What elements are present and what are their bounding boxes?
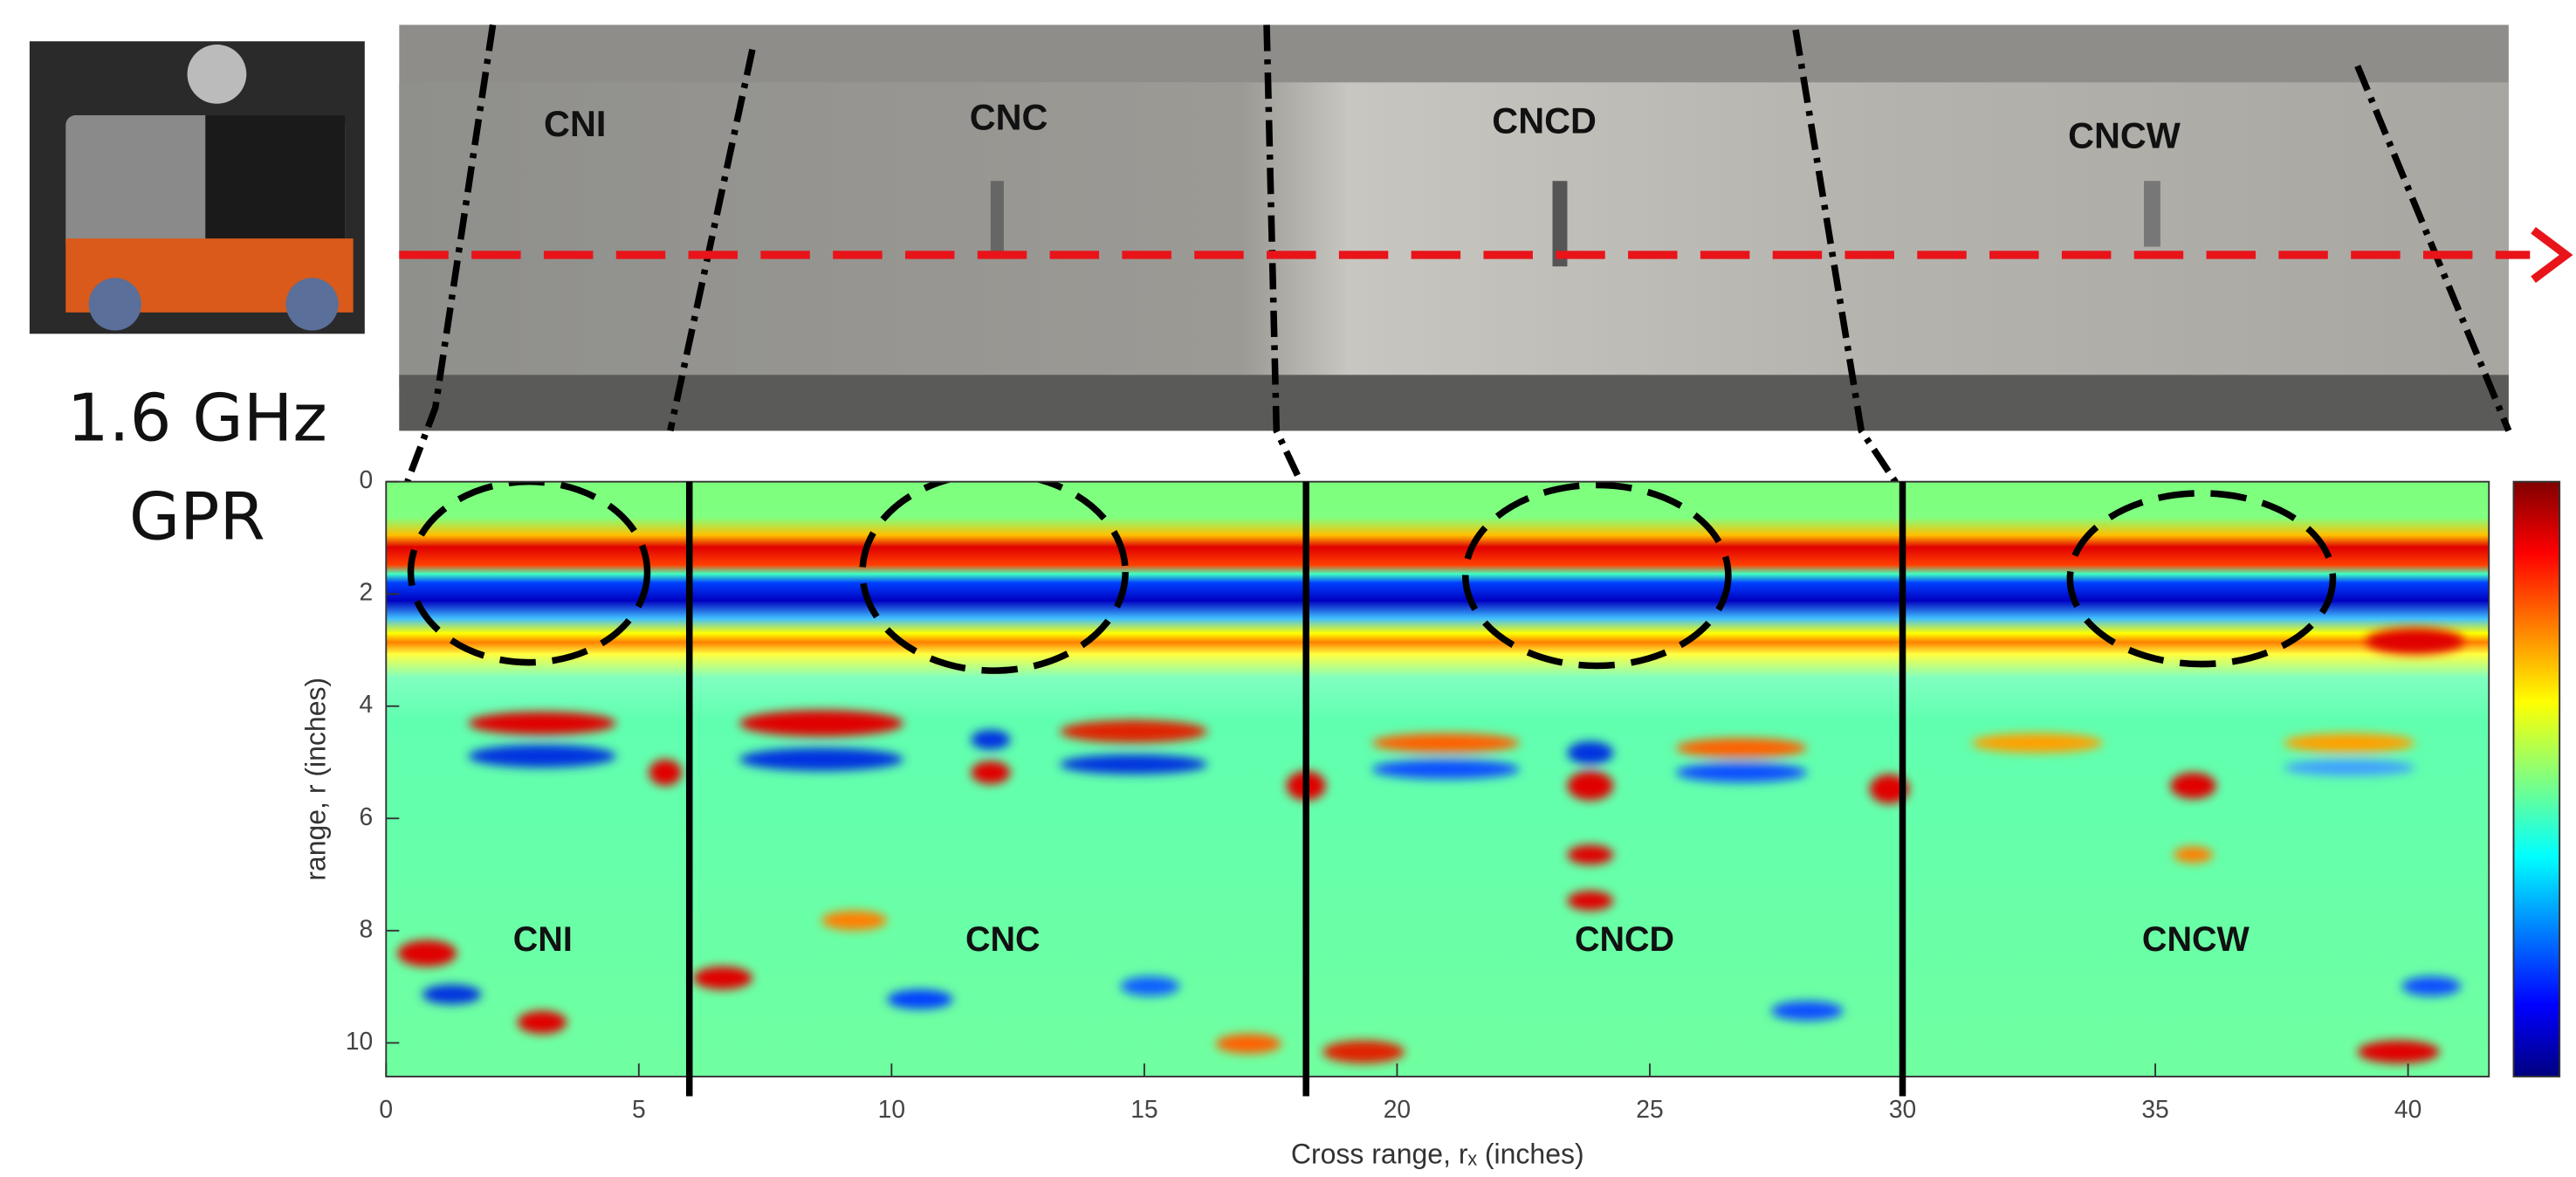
page: {"device":{"line1":"1.6 GHz","line2":"GP… (0, 0, 2576, 1177)
y-tick-label: 0 (360, 465, 374, 493)
x-tick-label: 40 (2394, 1095, 2421, 1123)
y-tick-label: 4 (360, 690, 374, 718)
device-label: GPR (129, 478, 265, 555)
x-tick-label: 35 (2141, 1095, 2168, 1123)
figure: 1.6 GHz GPR CNICNCCNCDCNCW 0510152025303… (0, 0, 2576, 1177)
x-tick-label: 15 (1130, 1095, 1157, 1123)
x-tick-label: 25 (1636, 1095, 1663, 1123)
region-label: CNC (965, 920, 1041, 959)
x-tick-label: 0 (379, 1095, 393, 1123)
device-label: 1.6 GHz (67, 380, 327, 457)
colorbar (2513, 482, 2559, 1077)
photo-label: CNCW (2068, 115, 2181, 155)
y-tick-label: 10 (346, 1027, 373, 1055)
y-tick-label: 8 (360, 914, 374, 942)
x-tick-label: 5 (632, 1095, 646, 1123)
y-tick-label: 6 (360, 802, 374, 830)
region-label: CNI (513, 920, 573, 959)
x-axis-label: Cross range, rₓ (inches) (1291, 1139, 1584, 1170)
photo-label: CNI (544, 104, 606, 144)
y-tick-label: 2 (360, 578, 374, 606)
slab-photo (399, 24, 2566, 492)
radargram (386, 473, 2489, 1077)
x-tick-label: 10 (878, 1095, 905, 1123)
device-photo (30, 41, 365, 334)
region-label: CNCW (2142, 920, 2250, 959)
photo-label: CNC (970, 98, 1048, 138)
x-tick-label: 30 (1889, 1095, 1916, 1123)
y-axis-label: range, r (inches) (300, 678, 332, 881)
x-tick-label: 20 (1384, 1095, 1411, 1123)
photo-label: CNCD (1492, 100, 1597, 141)
region-label: CNCD (1575, 920, 1674, 959)
